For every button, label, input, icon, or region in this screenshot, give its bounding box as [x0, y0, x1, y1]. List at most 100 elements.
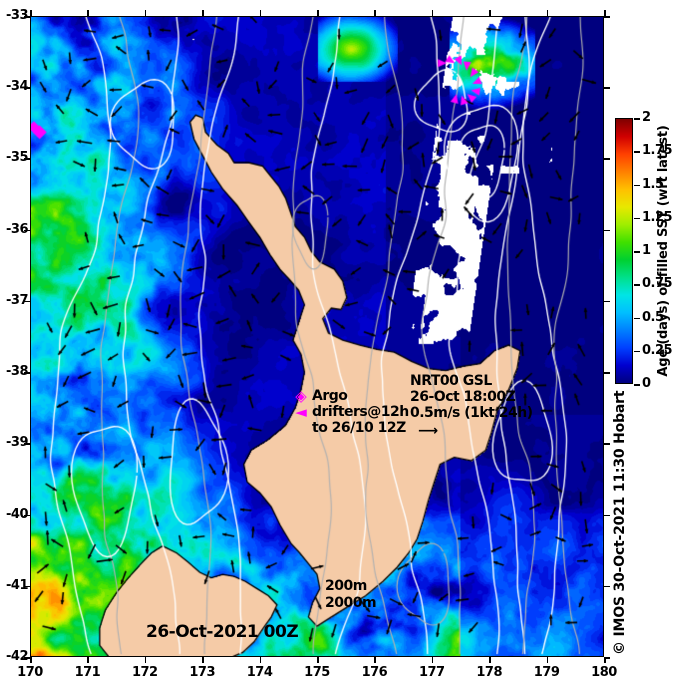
x-tick-mark — [374, 657, 376, 663]
y-tick-label: -33 — [6, 8, 29, 23]
x-tick-mark — [87, 657, 89, 663]
y-tick-label: -39 — [6, 435, 29, 451]
colorbar-tick-mark — [634, 350, 640, 353]
colorbar-tick-label: 2 — [642, 110, 651, 125]
sst-age-heatmap-canvas[interactable] — [31, 17, 603, 656]
x-tick-mark-top — [144, 10, 147, 16]
y-tick-label: -37 — [6, 292, 29, 308]
current-product-annotation: NRT00 GSL 26-Oct 18:00Z 0.5m/s (1kt 24h)… — [410, 373, 533, 439]
x-tick-mark-top — [30, 10, 32, 16]
argo-label: Argo — [312, 388, 348, 404]
y-tick-mark — [24, 87, 30, 89]
y-tick-mark-right — [604, 657, 610, 659]
current-product-name: NRT00 GSL — [410, 373, 492, 389]
x-tick-label: 171 — [74, 665, 101, 680]
y-tick-label: -38 — [6, 364, 29, 380]
bathymetry-2000m-label: 2000m — [325, 595, 377, 611]
colorbar-tick-mark — [634, 284, 640, 286]
y-tick-label: -36 — [6, 221, 29, 237]
map-plot-area[interactable] — [30, 16, 604, 657]
x-tick-mark-top — [374, 10, 376, 16]
colorbar-tick-label: 0.25 — [642, 342, 673, 358]
bathymetry-200m-label: 200m — [325, 578, 367, 594]
current-product-scale: 0.5m/s (1kt 24h) — [410, 405, 533, 421]
colorbar-tick-label: 1.25 — [642, 209, 673, 225]
drifter-legend-row: ◄ drifters@12h — [290, 404, 409, 420]
x-tick-mark — [604, 657, 606, 663]
y-tick-mark — [24, 229, 30, 232]
colorbar-tick-label: 1.5 — [642, 176, 664, 192]
x-tick-label: 177 — [418, 665, 445, 680]
y-tick-mark — [24, 585, 30, 588]
x-tick-mark-top — [317, 10, 319, 16]
y-tick-mark — [24, 372, 30, 374]
bathymetry-legend: 200m 2000m — [325, 578, 377, 612]
current-scale-arrow-icon: ⟶ — [418, 423, 438, 439]
colorbar-tick-mark — [634, 251, 640, 253]
y-tick-mark-right — [604, 158, 610, 160]
colorbar-title-text: Age (days) of filled SST (wrt latest) — [656, 125, 671, 377]
colorbar-tick-mark — [634, 184, 640, 186]
x-tick-mark-top — [546, 10, 549, 16]
y-tick-label: -41 — [6, 577, 29, 593]
y-tick-mark — [24, 657, 30, 659]
y-tick-mark-right — [604, 443, 610, 445]
y-tick-label: -40 — [6, 506, 29, 522]
colorbar-tick-mark — [634, 217, 640, 220]
y-tick-label: -35 — [6, 150, 29, 166]
x-tick-mark — [259, 657, 262, 663]
colorbar-tick-mark — [634, 317, 640, 319]
drifter-label: drifters@12h — [312, 404, 409, 420]
x-tick-label: 178 — [476, 665, 502, 680]
colorbar-tick-label: 1 — [642, 243, 651, 258]
colorbar-tick-label: 0.5 — [642, 309, 664, 325]
x-tick-label: 175 — [304, 665, 330, 680]
y-tick-label: -34 — [6, 79, 29, 95]
colorbar-title: Age (days) of filled SST (wrt latest) — [656, 118, 674, 384]
x-tick-mark-top — [259, 10, 262, 16]
y-tick-mark — [24, 300, 30, 303]
x-tick-label: 174 — [246, 665, 273, 680]
y-tick-mark-right — [604, 16, 610, 18]
x-tick-mark — [30, 657, 32, 663]
x-tick-label: 173 — [189, 665, 215, 680]
colorbar-gradient — [615, 118, 633, 384]
x-tick-mark-top — [202, 10, 204, 16]
y-tick-mark-right — [604, 585, 610, 588]
y-tick-mark-right — [604, 372, 610, 374]
colorbar-tick-mark — [634, 384, 640, 386]
x-tick-mark — [202, 657, 204, 663]
x-tick-mark-top — [489, 10, 491, 16]
credit-attribution: © IMOS 30-Oct-2021 11:30 Hobart — [612, 390, 632, 655]
drifter-icon: ◄ — [295, 402, 307, 421]
y-tick-mark — [24, 443, 30, 445]
colorbar-tick-label: 0 — [642, 376, 651, 391]
x-tick-mark — [546, 657, 549, 663]
x-tick-label: 179 — [533, 665, 560, 680]
y-tick-mark — [24, 16, 30, 18]
argo-float-icon: ◈ — [295, 386, 307, 405]
current-product-time: 26-Oct 18:00Z — [410, 389, 516, 405]
y-tick-mark — [24, 514, 30, 517]
credit-text: © IMOS 30-Oct-2021 11:30 Hobart — [612, 390, 628, 655]
colorbar[interactable]: 0 0.25 0.5 0.75 1 1.25 1.5 1.75 2 — [615, 110, 673, 391]
argo-drifter-legend: ◈ Argo ◄ drifters@12h to 26/10 12Z — [290, 388, 409, 436]
argo-legend-row: ◈ Argo — [290, 388, 409, 404]
colorbar-tick-label: 1.75 — [642, 143, 673, 159]
x-tick-label: 170 — [17, 665, 43, 680]
drifter-period-row: to 26/10 12Z — [290, 420, 409, 436]
x-tick-label: 172 — [131, 665, 158, 680]
colorbar-tick-label: 0.75 — [642, 276, 673, 292]
y-tick-mark-right — [604, 229, 610, 232]
x-tick-mark — [144, 657, 147, 663]
x-tick-mark — [489, 657, 491, 663]
y-tick-label: -42 — [6, 649, 29, 664]
x-tick-mark — [317, 657, 319, 663]
x-tick-mark-top — [604, 10, 606, 16]
x-tick-label: 180 — [591, 665, 617, 680]
colorbar-tick-mark — [634, 118, 640, 120]
map-date-stamp: 26-Oct-2021 00Z — [146, 622, 299, 642]
y-tick-mark — [24, 158, 30, 160]
x-tick-mark-top — [87, 10, 89, 16]
